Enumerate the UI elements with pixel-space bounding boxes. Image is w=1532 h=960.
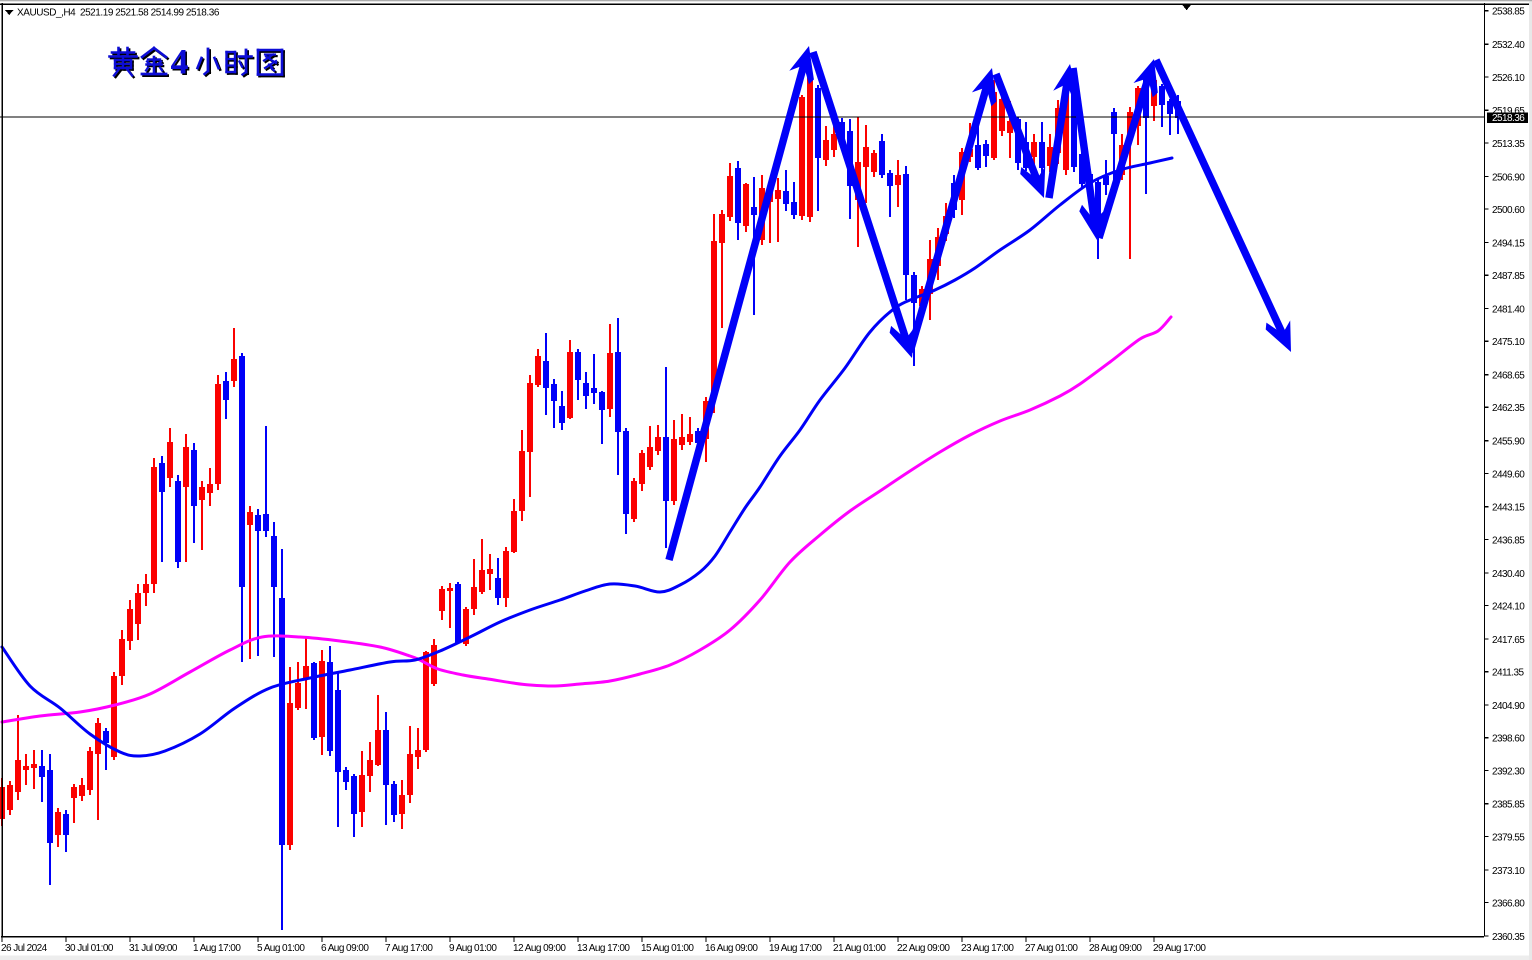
svg-text:26 Jul 2024: 26 Jul 2024 [1,943,48,954]
svg-text:2449.60: 2449.60 [1492,469,1525,480]
svg-text:15 Aug 01:00: 15 Aug 01:00 [641,943,694,954]
svg-text:2379.55: 2379.55 [1492,832,1525,843]
svg-text:2519.65: 2519.65 [1492,106,1525,117]
svg-text:XAUUSD_,H4 2521.19 2521.58 25: XAUUSD_,H4 2521.19 2521.58 2514.99 2518.… [17,8,220,19]
svg-text:4: 4 [172,43,190,83]
svg-text:5 Aug 01:00: 5 Aug 01:00 [257,943,305,954]
svg-text:13 Aug 17:00: 13 Aug 17:00 [577,943,630,954]
svg-text:2443.15: 2443.15 [1492,503,1525,514]
svg-text:6 Aug 09:00: 6 Aug 09:00 [321,943,369,954]
svg-text:7 Aug 17:00: 7 Aug 17:00 [385,943,433,954]
svg-text:2373.10: 2373.10 [1492,866,1525,877]
svg-text:2518.36: 2518.36 [1492,113,1525,124]
svg-text:2360.35: 2360.35 [1492,932,1525,943]
svg-text:2494.15: 2494.15 [1492,238,1525,249]
svg-text:12 Aug 09:00: 12 Aug 09:00 [513,943,566,954]
svg-text:22 Aug 09:00: 22 Aug 09:00 [897,943,950,954]
svg-text:19 Aug 17:00: 19 Aug 17:00 [769,943,822,954]
svg-text:2436.85: 2436.85 [1492,535,1525,546]
svg-text:2398.60: 2398.60 [1492,734,1525,745]
svg-text:2430.40: 2430.40 [1492,569,1525,580]
svg-text:2392.30: 2392.30 [1492,766,1525,777]
svg-text:23 Aug 17:00: 23 Aug 17:00 [961,943,1014,954]
svg-text:2475.10: 2475.10 [1492,337,1525,348]
svg-text:4: 4 [171,42,189,82]
svg-text:28 Aug 09:00: 28 Aug 09:00 [1089,943,1142,954]
svg-text:2366.80: 2366.80 [1492,899,1525,910]
svg-text:2385.85: 2385.85 [1492,800,1525,811]
svg-text:30 Jul 01:00: 30 Jul 01:00 [65,943,114,954]
svg-text:21 Aug 01:00: 21 Aug 01:00 [833,943,886,954]
svg-text:2500.60: 2500.60 [1492,205,1525,216]
svg-text:2417.65: 2417.65 [1492,635,1525,646]
svg-text:2481.40: 2481.40 [1492,305,1525,316]
svg-text:2513.35: 2513.35 [1492,139,1525,150]
svg-text:31 Jul 09:00: 31 Jul 09:00 [129,943,178,954]
svg-text:2538.85: 2538.85 [1492,7,1525,18]
svg-text:1 Aug 17:00: 1 Aug 17:00 [193,943,241,954]
svg-text:16 Aug 09:00: 16 Aug 09:00 [705,943,758,954]
svg-text:2487.85: 2487.85 [1492,271,1525,282]
svg-text:2462.35: 2462.35 [1492,403,1525,414]
svg-text:2526.10: 2526.10 [1492,73,1525,84]
svg-text:9 Aug 01:00: 9 Aug 01:00 [449,943,497,954]
svg-text:2404.90: 2404.90 [1492,701,1525,712]
svg-text:2468.65: 2468.65 [1492,371,1525,382]
svg-text:2424.10: 2424.10 [1492,602,1525,613]
svg-text:2532.40: 2532.40 [1492,40,1525,51]
svg-text:2455.90: 2455.90 [1492,437,1525,448]
svg-text:2506.90: 2506.90 [1492,172,1525,183]
svg-text:27 Aug 01:00: 27 Aug 01:00 [1025,943,1078,954]
svg-text:29 Aug 17:00: 29 Aug 17:00 [1153,943,1206,954]
svg-text:2411.35: 2411.35 [1492,668,1525,679]
